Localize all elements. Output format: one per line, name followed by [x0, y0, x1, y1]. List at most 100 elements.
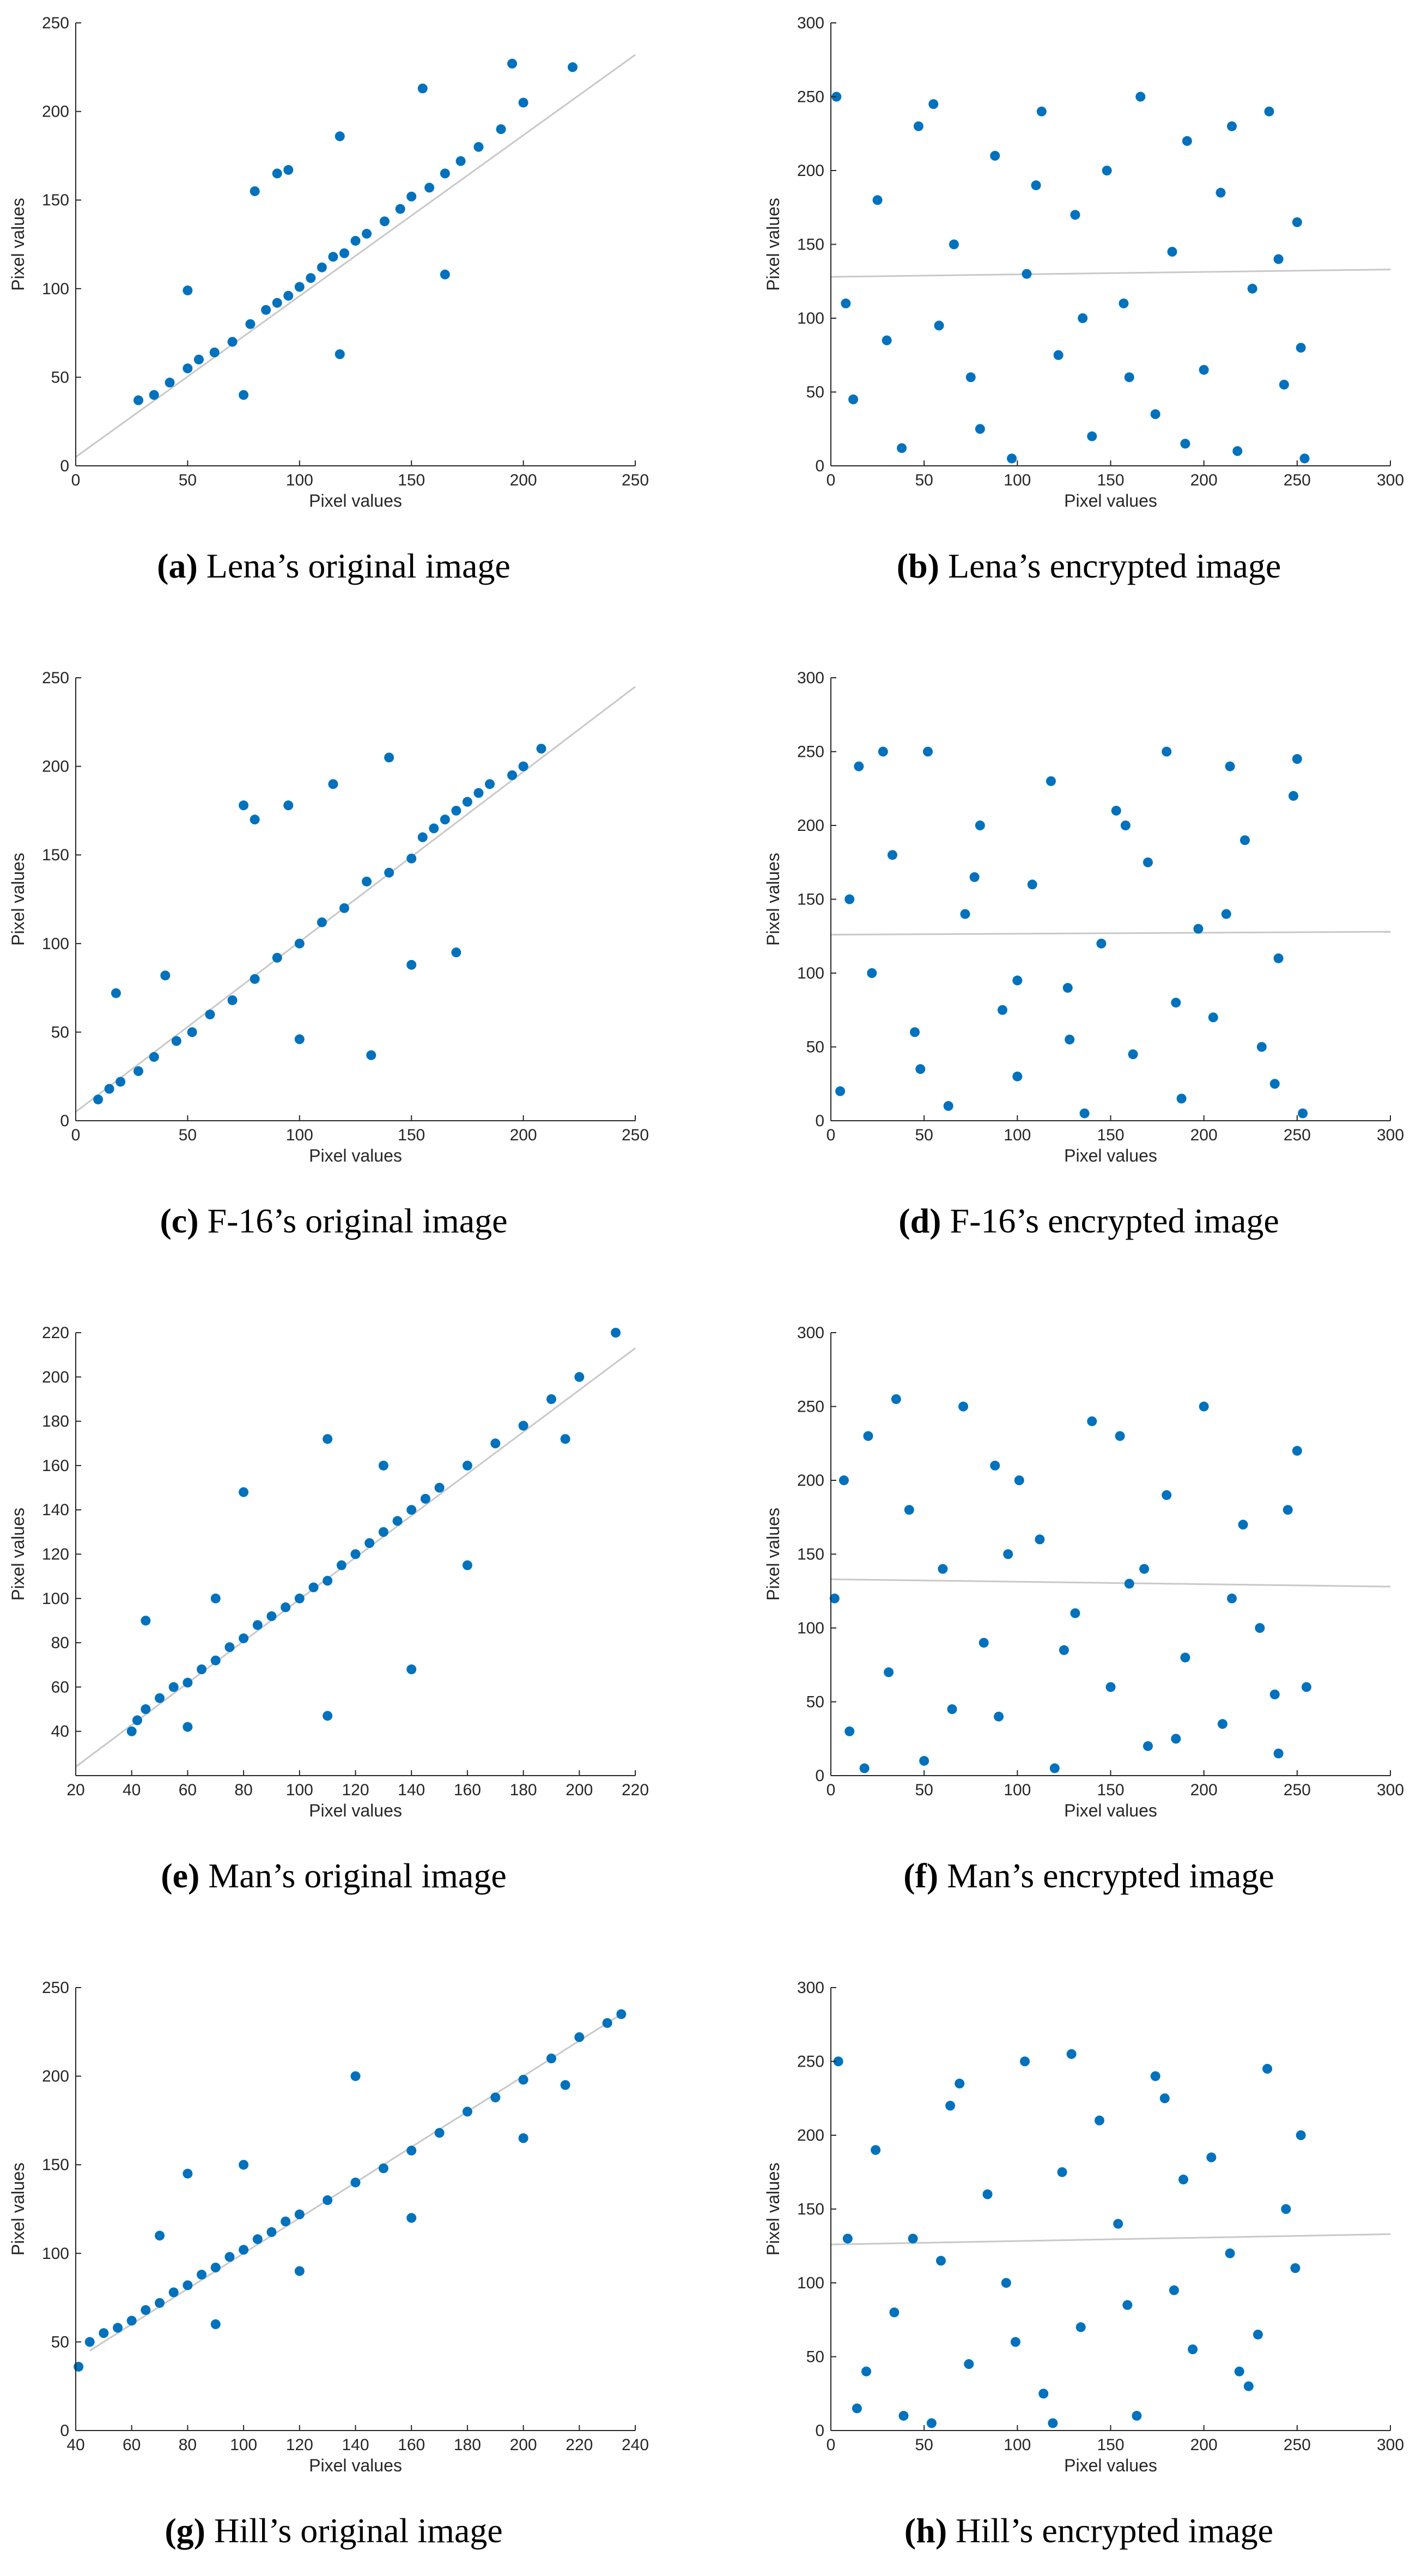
x-tick-label: 60 [179, 1781, 197, 1799]
x-tick-label: 100 [1004, 1126, 1031, 1144]
data-point [1012, 1071, 1023, 1082]
data-point [440, 815, 450, 825]
data-point [250, 815, 260, 825]
y-tick-label: 200 [797, 162, 824, 180]
data-point [1124, 372, 1134, 382]
x-tick-label: 50 [915, 1126, 933, 1144]
x-tick-label: 300 [1377, 1126, 1404, 1144]
data-point [281, 2216, 291, 2227]
data-point [462, 1460, 472, 1471]
data-point [239, 1487, 249, 1497]
data-point [490, 1438, 501, 1449]
data-point [1122, 2300, 1133, 2310]
x-tick-label: 120 [286, 2436, 313, 2454]
data-point [1247, 283, 1257, 294]
data-point [434, 2128, 445, 2138]
data-point [451, 805, 461, 816]
x-tick-label: 150 [398, 471, 425, 489]
x-tick-label: 220 [622, 1781, 649, 1799]
data-point [473, 788, 484, 798]
data-point [1221, 909, 1231, 919]
y-tick-label: 40 [51, 1723, 69, 1741]
caption-label: (e) [161, 1856, 199, 1895]
data-point [574, 1372, 585, 1382]
data-point [934, 320, 944, 331]
data-point [183, 285, 193, 296]
data-point [362, 876, 372, 886]
x-tick-label: 80 [234, 1781, 252, 1799]
data-point [406, 2146, 417, 2156]
data-point [1115, 1431, 1125, 1441]
data-point [113, 2323, 123, 2333]
data-point [484, 779, 495, 789]
x-tick-label: 0 [71, 471, 81, 489]
data-point [960, 909, 970, 919]
scatter-panel: 0 50 100 150 200 250 0 50 100 150 200 250 Pixel valu… [8, 14, 649, 585]
data-point [1087, 431, 1097, 441]
data-point [210, 1655, 221, 1666]
x-tick-label: 0 [71, 1126, 81, 1144]
data-point [923, 746, 933, 757]
data-point [1269, 1689, 1280, 1699]
data-point [1111, 805, 1121, 816]
data-point [1096, 938, 1107, 949]
y-tick-label: 0 [815, 1767, 824, 1785]
data-point [1007, 453, 1017, 464]
data-point [317, 262, 327, 272]
y-axis-label: Pixel values [763, 198, 783, 291]
data-point [1162, 1490, 1172, 1500]
data-point [507, 770, 518, 780]
caption: (f) Man’s encrypted image [903, 1856, 1274, 1895]
data-point [872, 195, 883, 205]
data-point [294, 2209, 305, 2220]
data-point [1234, 2366, 1244, 2377]
x-axis-label: Pixel values [309, 491, 402, 511]
data-point [507, 58, 518, 69]
x-tick-label: 60 [123, 2436, 141, 2454]
x-tick-label: 180 [510, 1781, 537, 1799]
data-point [239, 2160, 249, 2170]
x-tick-label: 160 [398, 2436, 425, 2454]
data-point [417, 832, 428, 842]
y-tick-label: 150 [797, 1546, 824, 1564]
data-point [979, 1638, 989, 1648]
data-point [462, 1560, 472, 1570]
data-point [1180, 1652, 1190, 1663]
data-point [1292, 1445, 1302, 1456]
data-point [187, 1027, 197, 1037]
data-point [1070, 210, 1080, 220]
x-tick-label: 80 [179, 2436, 197, 2454]
y-tick-label: 250 [42, 669, 69, 687]
data-point [1299, 453, 1310, 464]
x-tick-label: 160 [454, 1781, 481, 1799]
y-tick-label: 140 [42, 1501, 69, 1519]
data-point [844, 894, 855, 904]
data-point [994, 1711, 1004, 1722]
data-point [1048, 2418, 1058, 2428]
caption-text: Hill’s original image [214, 2511, 503, 2550]
data-point [335, 349, 345, 360]
y-tick-label: 100 [42, 935, 69, 953]
x-tick-label: 200 [510, 471, 537, 489]
data-point [183, 363, 193, 374]
y-tick-label: 200 [797, 2127, 824, 2144]
data-point [518, 761, 528, 771]
data-point [943, 1101, 953, 1111]
data-point [490, 2092, 501, 2103]
data-point [990, 150, 1000, 161]
data-point [406, 959, 417, 970]
y-tick-label: 150 [797, 891, 824, 909]
data-point [829, 1593, 840, 1603]
data-point [339, 903, 349, 913]
data-point [1078, 313, 1088, 323]
y-tick-label: 50 [806, 1038, 824, 1056]
x-tick-label: 200 [1190, 471, 1218, 489]
data-point [546, 2053, 556, 2064]
data-point [1227, 1593, 1237, 1603]
data-point [252, 1620, 263, 1630]
y-tick-label: 0 [60, 457, 69, 475]
x-tick-label: 0 [827, 1781, 836, 1799]
data-point [898, 2410, 909, 2421]
data-point [1139, 1564, 1150, 1574]
x-tick-label: 180 [454, 2436, 481, 2454]
